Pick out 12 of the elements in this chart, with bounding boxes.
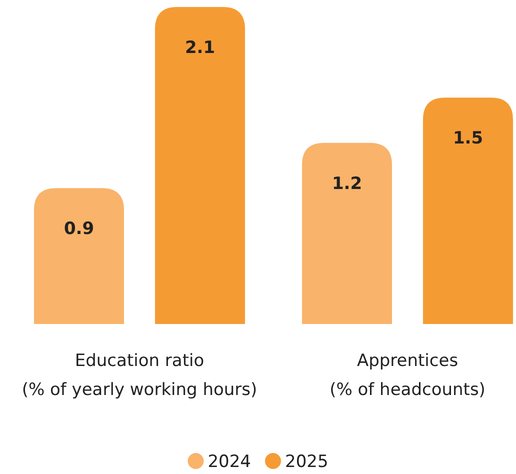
legend-label: 2024 bbox=[208, 452, 251, 472]
bar bbox=[34, 188, 124, 324]
bar bbox=[302, 142, 392, 324]
data-label: 1.2 bbox=[332, 174, 362, 194]
bar bbox=[155, 7, 245, 324]
x-tick-label: Education ratio (% of yearly working hours) bbox=[22, 351, 258, 400]
data-label: 2.1 bbox=[184, 38, 216, 58]
bar bbox=[423, 98, 513, 324]
data-label: 1.5 bbox=[452, 128, 484, 149]
legend-label: 2025 bbox=[285, 452, 328, 472]
data-label: 0.9 bbox=[64, 219, 94, 240]
x-tick-label: Apprentices (% of headcounts) bbox=[330, 351, 486, 400]
